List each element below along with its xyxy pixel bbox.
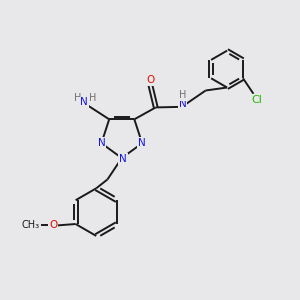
Text: N: N (98, 138, 105, 148)
Text: O: O (49, 220, 57, 230)
Text: Cl: Cl (251, 95, 262, 105)
Text: N: N (138, 138, 146, 148)
Text: CH₃: CH₃ (22, 220, 40, 230)
Text: O: O (146, 75, 154, 85)
Text: N: N (119, 154, 127, 164)
Text: N: N (178, 99, 186, 109)
Text: H: H (74, 93, 81, 103)
Text: H: H (179, 90, 186, 100)
Text: N: N (80, 98, 88, 107)
Text: H: H (88, 93, 96, 103)
